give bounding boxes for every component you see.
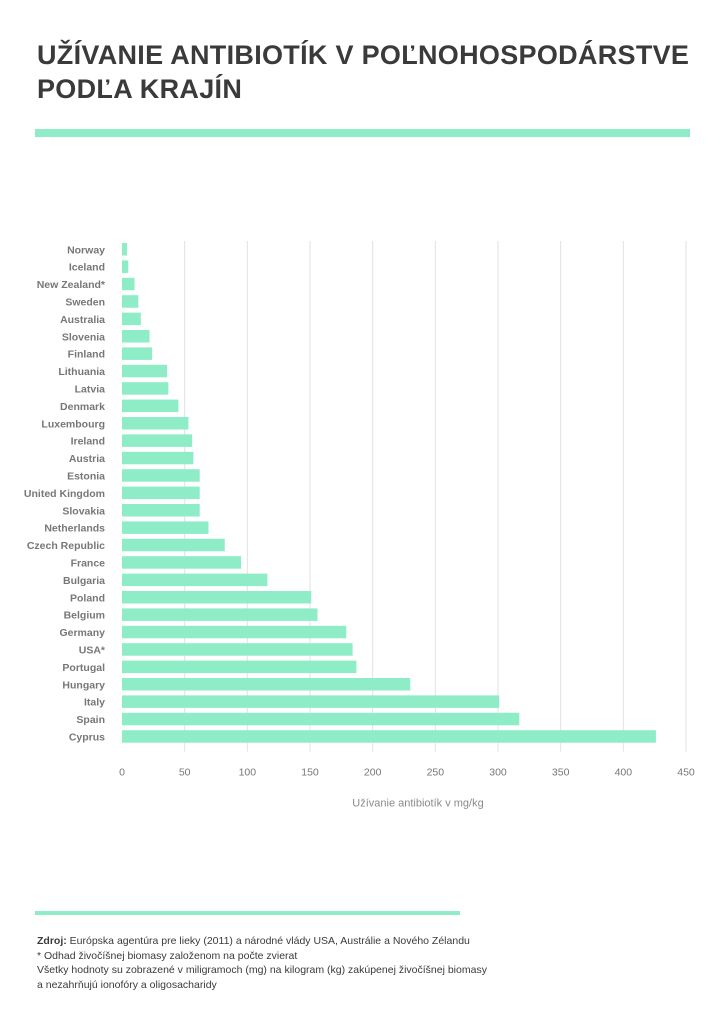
bar (122, 695, 500, 708)
category-label: Germany (59, 627, 105, 639)
category-label: Cyprus (69, 731, 105, 743)
bar (122, 608, 318, 621)
bar (122, 277, 135, 291)
category-label: Belgium (64, 610, 105, 622)
x-tick-label: 350 (552, 767, 570, 779)
source-label: Zdroj: (37, 935, 67, 947)
category-label: Bulgaria (63, 575, 105, 587)
category-label: Latvia (75, 383, 106, 395)
bar-chart: Norway Iceland New Zealand* Sweden Australia… (24, 241, 695, 810)
x-tick-label: 250 (427, 767, 445, 779)
category-label: Netherlands (44, 523, 105, 535)
bar (122, 643, 353, 656)
category-label: Norway (67, 244, 105, 256)
category-label: Slovakia (62, 505, 105, 517)
bar (122, 678, 411, 691)
x-tick-label: 50 (179, 767, 191, 779)
category-label: Portugal (62, 662, 105, 674)
x-axis-title: Užívanie antibiotík v mg/kg (352, 798, 483, 810)
bar (122, 243, 128, 256)
x-tick-label: 150 (301, 767, 319, 779)
category-label: Denmark (60, 401, 105, 413)
bar (122, 660, 357, 674)
bar (122, 382, 169, 395)
bar (122, 591, 312, 604)
bar (122, 451, 194, 465)
bar (122, 730, 656, 743)
bar (122, 330, 150, 343)
category-label: Czech Republic (27, 540, 105, 552)
category-label: Iceland (69, 262, 105, 274)
bar (122, 521, 209, 534)
category-label: Austria (69, 453, 105, 465)
category-label: France (71, 557, 106, 569)
category-label: Italy (84, 697, 105, 709)
bar (122, 347, 153, 360)
bar (122, 504, 200, 517)
bar (122, 538, 225, 552)
footer-notes: Zdroj: Európska agentúra pre lieky (2011… (37, 934, 697, 992)
x-tick-label: 200 (364, 767, 382, 779)
bar (122, 556, 242, 569)
category-label: Slovenia (62, 331, 105, 343)
description-line-2: a nezahrňujú ionofóry a oligosacharidy (37, 978, 217, 991)
bar (122, 295, 139, 308)
category-label: Ireland (71, 436, 105, 448)
bar (122, 417, 189, 430)
category-label: Lithuania (58, 366, 105, 378)
x-tick-label: 450 (677, 767, 695, 779)
bar (122, 573, 268, 587)
category-label: Australia (60, 314, 105, 326)
bar (122, 486, 200, 500)
bar (122, 312, 141, 326)
x-tick-label: 300 (489, 767, 507, 779)
category-label: Poland (70, 592, 105, 604)
category-label: Spain (76, 714, 105, 726)
category-label: Hungary (62, 679, 105, 691)
x-tick-label: 0 (119, 767, 125, 779)
x-tick-label: 400 (615, 767, 633, 779)
bar (122, 712, 520, 726)
chart-title: UŽÍVANIE ANTIBIOTÍK V POĽNOHOSPODÁRSTVE … (37, 38, 697, 106)
bar (122, 434, 193, 447)
bar (122, 260, 129, 273)
category-label: Sweden (65, 296, 105, 308)
bar (122, 625, 347, 639)
x-tick-label: 100 (239, 767, 257, 779)
category-label: Finland (68, 349, 105, 361)
source-text: Európska agentúra pre lieky (2011) a nár… (66, 935, 470, 947)
description-line-1: Všetky hodnoty su zobrazené v miligramoc… (37, 964, 487, 976)
chart-title-line-1: UŽÍVANIE ANTIBIOTÍK V POĽNOHOSPODÁRSTVE (37, 40, 690, 70)
category-label: USA* (79, 644, 106, 656)
category-label: Estonia (67, 470, 105, 482)
source-line: Zdroj: Európska agentúra pre lieky (2011… (37, 934, 697, 949)
footer-divider (35, 911, 460, 915)
title-divider (35, 129, 690, 137)
footnote: * Odhad živočíšnej biomasy založenom na … (37, 949, 298, 962)
bar (122, 469, 200, 482)
category-label: Luxembourg (41, 418, 105, 430)
category-label: United Kingdom (24, 488, 105, 500)
category-label: New Zealand* (37, 279, 106, 291)
bar (122, 364, 168, 378)
chart-title-line-2: PODĽA KRAJÍN (37, 74, 243, 104)
bar (122, 399, 179, 413)
